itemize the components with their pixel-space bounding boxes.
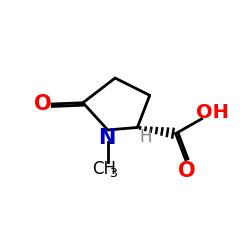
Text: O: O: [34, 94, 52, 114]
Text: H: H: [140, 128, 152, 146]
Text: OH: OH: [196, 103, 229, 122]
Text: CH: CH: [92, 160, 116, 178]
Text: N: N: [98, 128, 116, 148]
Text: O: O: [178, 161, 196, 181]
Text: 3: 3: [109, 167, 117, 180]
